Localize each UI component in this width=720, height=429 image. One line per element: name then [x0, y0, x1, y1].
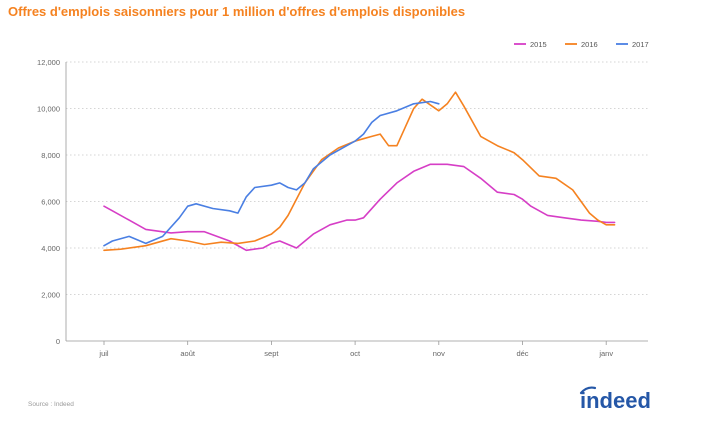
gridlines	[66, 61, 648, 295]
y-tick-label: 6,000	[41, 198, 60, 207]
indeed-logo-arc-icon	[579, 386, 597, 395]
legend-label-2015: 2015	[530, 40, 547, 49]
source-note: Source : Indeed	[28, 401, 74, 408]
y-tick-label: 8,000	[41, 151, 60, 160]
x-tick-label: nov	[433, 349, 445, 358]
legend-label-2017: 2017	[632, 40, 649, 49]
chart-title: Offres d'emplois saisonniers pour 1 mill…	[8, 4, 466, 19]
series-line-2015	[103, 163, 616, 252]
x-tick-label: janv	[598, 349, 613, 358]
y-tick-label: 10,000	[37, 105, 60, 114]
x-tick-label: août	[180, 349, 196, 358]
x-tick-label: oct	[350, 349, 361, 358]
x-tick-label: déc	[516, 349, 528, 358]
y-tick-label: 2,000	[41, 291, 60, 300]
y-tick-label: 12,000	[37, 58, 60, 67]
legend-label-2016: 2016	[581, 40, 598, 49]
indeed-logo: indeed	[578, 384, 668, 423]
y-tick-label: 4,000	[41, 244, 60, 253]
x-tick-label: juil	[98, 349, 109, 358]
series-line-2017	[103, 100, 440, 247]
indeed-logo-wordmark: indeed	[580, 388, 651, 413]
y-axis: 0 2,000 4,000 6,000 8,000 10,000 12,000	[37, 58, 67, 346]
series-line-2016	[103, 91, 616, 252]
y-tick-label: 0	[56, 337, 60, 346]
series-lines	[103, 91, 616, 252]
x-tick-label: sept	[264, 349, 279, 358]
legend: 2015 2016 2017	[514, 40, 649, 49]
x-axis: juil août sept oct nov déc janv	[66, 340, 648, 358]
